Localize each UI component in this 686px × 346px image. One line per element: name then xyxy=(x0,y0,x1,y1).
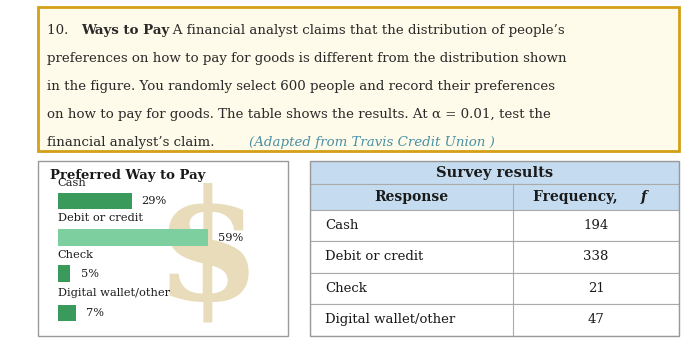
Text: Ways to Pay: Ways to Pay xyxy=(81,24,169,37)
Text: Response: Response xyxy=(375,190,449,204)
Text: 7%: 7% xyxy=(86,308,104,318)
Text: Debit or credit: Debit or credit xyxy=(58,213,143,223)
Text: 29%: 29% xyxy=(141,196,167,206)
Bar xyxy=(310,304,679,336)
Text: Survey results: Survey results xyxy=(436,166,553,180)
Text: (Adapted from Travis Credit Union ): (Adapted from Travis Credit Union ) xyxy=(250,136,495,149)
Text: 5%: 5% xyxy=(80,268,99,279)
Bar xyxy=(310,210,679,241)
Text: Digital wallet/other: Digital wallet/other xyxy=(325,313,455,326)
Text: preferences on how to pay for goods is different from the distribution shown: preferences on how to pay for goods is d… xyxy=(47,52,567,65)
FancyBboxPatch shape xyxy=(38,7,679,151)
Text: 59%: 59% xyxy=(218,233,244,243)
Text: Check: Check xyxy=(58,251,93,261)
Bar xyxy=(58,304,75,321)
Bar xyxy=(310,184,679,210)
Text: 47: 47 xyxy=(588,313,604,326)
Bar xyxy=(310,273,679,304)
Text: Cash: Cash xyxy=(325,219,358,232)
Text: 10.: 10. xyxy=(47,24,82,37)
Text: Cash: Cash xyxy=(58,178,86,188)
FancyBboxPatch shape xyxy=(38,161,288,336)
Text: 338: 338 xyxy=(583,251,608,264)
Text: f: f xyxy=(641,190,647,204)
Text: 194: 194 xyxy=(584,219,608,232)
Text: financial analyst’s claim.: financial analyst’s claim. xyxy=(47,136,222,149)
Bar xyxy=(310,241,679,273)
Text: $: $ xyxy=(155,182,261,331)
Text: 21: 21 xyxy=(588,282,604,295)
Text: Check: Check xyxy=(325,282,367,295)
Bar xyxy=(58,229,208,246)
Text: Preferred Way to Pay: Preferred Way to Pay xyxy=(50,169,206,182)
Bar xyxy=(310,161,679,184)
Text: on how to pay for goods. The table shows the results. At α = 0.01, test the: on how to pay for goods. The table shows… xyxy=(47,108,552,121)
Text: A financial analyst claims that the distribution of people’s: A financial analyst claims that the dist… xyxy=(160,24,564,37)
Bar xyxy=(58,265,71,282)
Text: Frequency,: Frequency, xyxy=(533,190,622,204)
Text: Debit or credit: Debit or credit xyxy=(325,251,423,264)
Text: in the figure. You randomly select 600 people and record their preferences: in the figure. You randomly select 600 p… xyxy=(47,80,556,93)
Bar xyxy=(58,193,132,209)
Text: Digital wallet/other: Digital wallet/other xyxy=(58,288,170,298)
